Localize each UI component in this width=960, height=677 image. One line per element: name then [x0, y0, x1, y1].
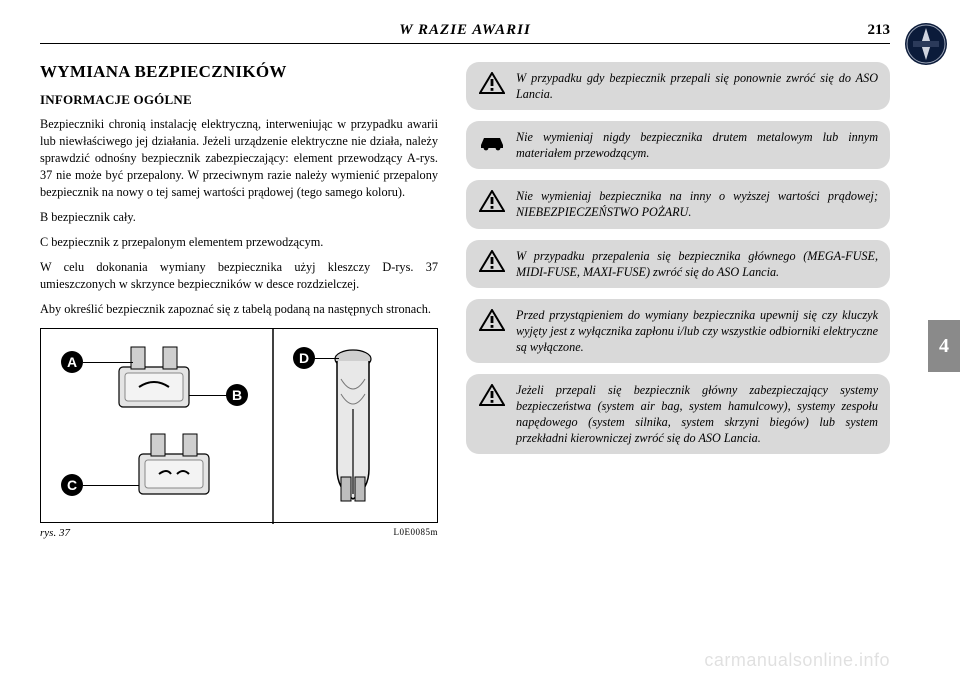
paragraph: W celu dokonania wymiany bezpiecznika uż… [40, 259, 438, 293]
subsection-heading: INFORMACJE OGÓLNE [40, 92, 438, 108]
warning-text: W przypadku przepalenia się bezpiecznika… [516, 248, 878, 280]
warning-text: Jeżeli przepali się bezpiecznik główny z… [516, 382, 878, 446]
section-heading: WYMIANA BEZPIECZNIKÓW [40, 62, 438, 82]
lancia-logo [904, 22, 948, 66]
figure-label-c: C [61, 474, 83, 496]
warning-text: Nie wymieniaj bezpiecznika na inny o wyż… [516, 188, 878, 220]
warning-triangle-icon [478, 383, 506, 407]
figure-label-d: D [293, 347, 315, 369]
figure-label-a: A [61, 351, 83, 373]
header-title: W RAZIE AWARII [90, 22, 840, 39]
list-line: B bezpiecznik cały. [40, 209, 438, 226]
warning-text: W przypadku gdy bezpiecznik przepali się… [516, 70, 878, 102]
paragraph: Aby określić bezpiecznik zapoznać się z … [40, 301, 438, 318]
warning-box: W przypadku przepalenia się bezpiecznika… [466, 240, 890, 288]
figure-caption: rys. 37 L0E0085m [40, 527, 438, 539]
manual-page: W RAZIE AWARII 213 WYMIANA BEZPIECZNIKÓW… [0, 0, 960, 677]
figure-label-b: B [226, 384, 248, 406]
warning-triangle-icon [478, 249, 506, 273]
warning-triangle-icon [478, 189, 506, 213]
chapter-tab: 4 [928, 320, 960, 372]
right-column: W przypadku gdy bezpiecznik przepali się… [466, 62, 890, 539]
warning-box: Nie wymieniaj bezpiecznika na inny o wyż… [466, 180, 890, 228]
figure-fuses: A B C D [40, 328, 438, 523]
warning-box: Przed przystąpieniem do wymiany bezpiecz… [466, 299, 890, 363]
figure-number: rys. 37 [40, 527, 70, 539]
warning-box: Nie wymieniaj nigdy bezpiecznika drutem … [466, 121, 890, 169]
warning-box: Jeżeli przepali się bezpiecznik główny z… [466, 374, 890, 454]
page-header: W RAZIE AWARII 213 [40, 22, 890, 44]
page-number: 213 [840, 22, 890, 39]
warning-triangle-icon [478, 71, 506, 95]
left-column: WYMIANA BEZPIECZNIKÓW INFORMACJE OGÓLNE … [40, 62, 438, 539]
warning-text: Przed przystąpieniem do wymiany bezpiecz… [516, 307, 878, 355]
warning-triangle-icon [478, 308, 506, 332]
figure-code: L0E0085m [394, 527, 439, 539]
warning-text: Nie wymieniaj nigdy bezpiecznika drutem … [516, 129, 878, 161]
car-icon [478, 130, 506, 154]
paragraph: Bezpieczniki chronią instalację elektryc… [40, 116, 438, 201]
warning-box: W przypadku gdy bezpiecznik przepali się… [466, 62, 890, 110]
list-line: C bezpiecznik z przepalonym elementem pr… [40, 234, 438, 251]
watermark: carmanualsonline.info [704, 650, 890, 671]
